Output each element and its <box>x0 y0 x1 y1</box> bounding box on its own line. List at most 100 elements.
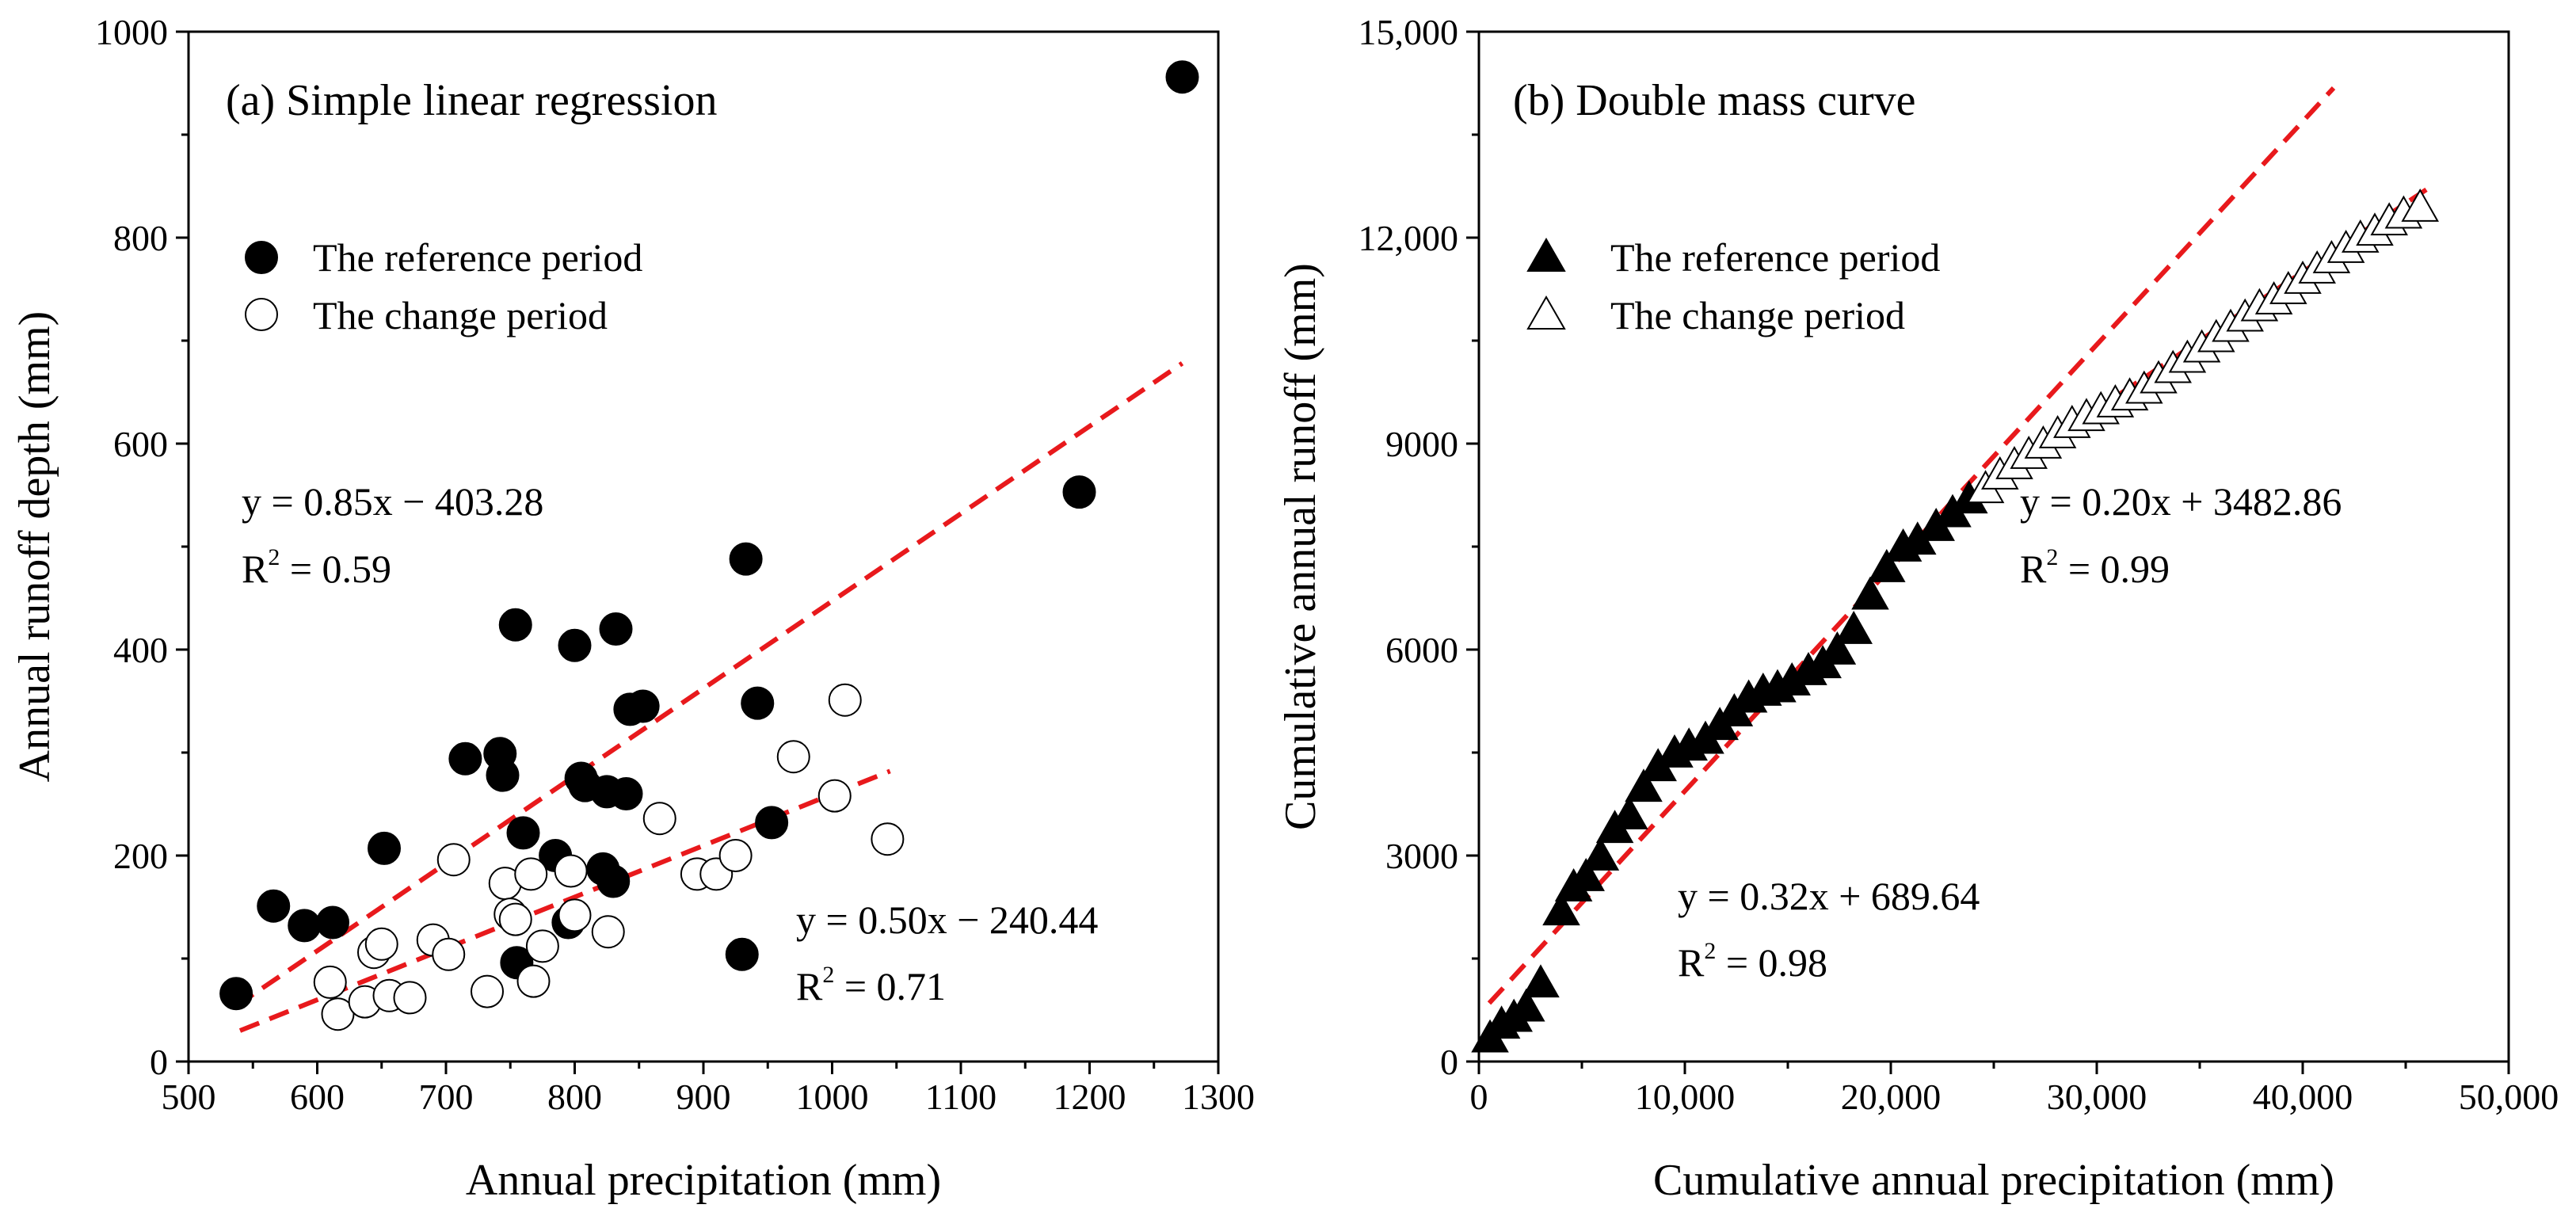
tick-marks: 500 600 700 800 900 1000 1100 1200 1300 0 200 400 60… <box>95 12 1255 1117</box>
reference-period-point <box>609 777 643 810</box>
r2-superscript: 2 <box>822 962 834 988</box>
change-period-point <box>776 740 810 774</box>
reference-period-point <box>316 905 349 940</box>
r2-value: = 0.71 <box>834 964 946 1008</box>
legend-label-change: The change period <box>313 293 608 337</box>
legend-marker-change <box>1526 295 1566 330</box>
fit-line <box>234 361 1184 1008</box>
change-period-point <box>817 779 852 813</box>
x-tick-label: 700 <box>419 1077 474 1117</box>
r2-base: R <box>1678 940 1705 985</box>
legend-marker-change <box>245 298 278 331</box>
legend: The reference period The change period <box>245 235 642 337</box>
reference-period-point <box>1165 60 1199 94</box>
legend-marker-reference <box>1526 237 1566 272</box>
reference-period-point <box>1507 988 1545 1022</box>
annotation-equation: y = 0.32x + 689.64 <box>1678 874 1980 918</box>
change-period-point <box>828 683 862 717</box>
data-points <box>219 60 1199 1031</box>
change-period-point <box>516 964 551 998</box>
change-period-point <box>471 974 504 1008</box>
panel-a: 500 600 700 800 900 1000 1100 1200 1300 0 200 400 60… <box>10 12 1255 1205</box>
r2-superscript: 2 <box>268 544 280 570</box>
r2-superscript: 2 <box>2046 544 2058 570</box>
change-period-point <box>514 857 548 891</box>
y-tick-label: 6000 <box>1385 630 1458 670</box>
reference-period-point <box>448 741 482 776</box>
reference-period-point <box>368 831 401 865</box>
x-tick-label: 10,000 <box>1635 1077 1736 1117</box>
y-tick-label: 15,000 <box>1358 12 1459 52</box>
reference-period-point <box>288 909 322 943</box>
data-points <box>1471 188 2439 1053</box>
change-period-point <box>718 839 753 872</box>
y-axis-title: Cumulative annual runoff (mm) <box>1276 263 1325 830</box>
reference-period-point <box>1581 837 1620 871</box>
reference-period-point <box>755 806 789 840</box>
reference-period-point <box>506 816 540 850</box>
r2-value: = 0.99 <box>2058 547 2170 591</box>
y-tick-label: 400 <box>113 630 168 670</box>
panel-title: (b) Double mass curve <box>1513 76 1916 125</box>
x-tick-label: 0 <box>1470 1077 1488 1117</box>
annotation-equation: y = 0.20x + 3482.86 <box>2020 479 2342 524</box>
y-tick-label: 3000 <box>1385 836 1458 876</box>
r2-superscript: 2 <box>1704 938 1716 964</box>
r2-value: = 0.98 <box>1716 940 1827 985</box>
reference-period-point <box>558 628 592 662</box>
x-axis-title: Cumulative annual precipitation (mm) <box>1653 1156 2334 1205</box>
panel-title: (a) Simple linear regression <box>226 76 717 125</box>
change-period-point <box>321 997 355 1031</box>
r2-base: R <box>2020 547 2047 591</box>
reference-period-point <box>1062 475 1096 509</box>
tick-marks: 0 10,000 20,000 30,000 40,000 50,000 0 3000 6000… <box>1358 12 2559 1117</box>
reference-period-point <box>599 612 633 646</box>
change-period-point <box>871 822 905 856</box>
legend: The reference period The change period <box>1526 235 1940 337</box>
panel-b: 0 10,000 20,000 30,000 40,000 50,000 0 3000 6000… <box>1276 12 2559 1205</box>
change-period-point <box>393 981 427 1015</box>
x-tick-label: 1200 <box>1054 1077 1126 1117</box>
y-tick-label: 600 <box>113 424 168 464</box>
r2-base: R <box>796 964 823 1008</box>
y-tick-label: 1000 <box>95 12 168 52</box>
reference-period-point <box>486 758 520 792</box>
legend-label-reference: The reference period <box>1610 235 1940 280</box>
x-tick-label: 1300 <box>1182 1077 1255 1117</box>
reference-period-point <box>1851 576 1889 610</box>
x-tick-label: 500 <box>162 1077 216 1117</box>
x-tick-label: 40,000 <box>2253 1077 2353 1117</box>
reference-period-point <box>219 977 253 1011</box>
change-period-point <box>364 927 398 961</box>
reference-period-point <box>1610 795 1648 829</box>
x-tick-label: 1100 <box>925 1077 996 1117</box>
plot-frame <box>1477 30 2510 1063</box>
x-tick-label: 20,000 <box>1841 1077 1942 1117</box>
change-period-point <box>558 898 592 932</box>
reference-period-point <box>741 686 775 720</box>
legend-label-reference: The reference period <box>313 235 642 280</box>
y-tick-label: 0 <box>150 1042 168 1082</box>
reference-period-point <box>1868 548 1906 582</box>
r2-value: = 0.59 <box>280 547 391 591</box>
y-axis-title: Annual runoff depth (mm) <box>10 311 59 783</box>
x-axis-title: Annual precipitation (mm) <box>466 1156 941 1205</box>
change-period-point <box>2401 188 2439 222</box>
fit-lines <box>1487 86 2428 1005</box>
legend-marker-reference <box>245 241 278 274</box>
x-tick-label: 30,000 <box>2047 1077 2147 1117</box>
reference-period-point <box>596 864 631 898</box>
annotation-r-squared: R2 = 0.59 <box>242 544 391 591</box>
annotation-r-squared: R2 = 0.71 <box>796 962 946 1008</box>
y-tick-label: 9000 <box>1385 424 1458 464</box>
change-period-point <box>525 929 559 963</box>
legend-label-change: The change period <box>1610 293 1905 337</box>
reference-period-point <box>1522 964 1560 998</box>
x-tick-label: 600 <box>290 1077 345 1117</box>
x-tick-label: 50,000 <box>2459 1077 2559 1117</box>
change-period-point <box>313 965 347 999</box>
reference-period-point <box>725 937 759 971</box>
x-tick-label: 800 <box>547 1077 602 1117</box>
reference-period-point <box>1625 768 1663 802</box>
annotation-equation: y = 0.85x − 403.28 <box>242 479 543 524</box>
